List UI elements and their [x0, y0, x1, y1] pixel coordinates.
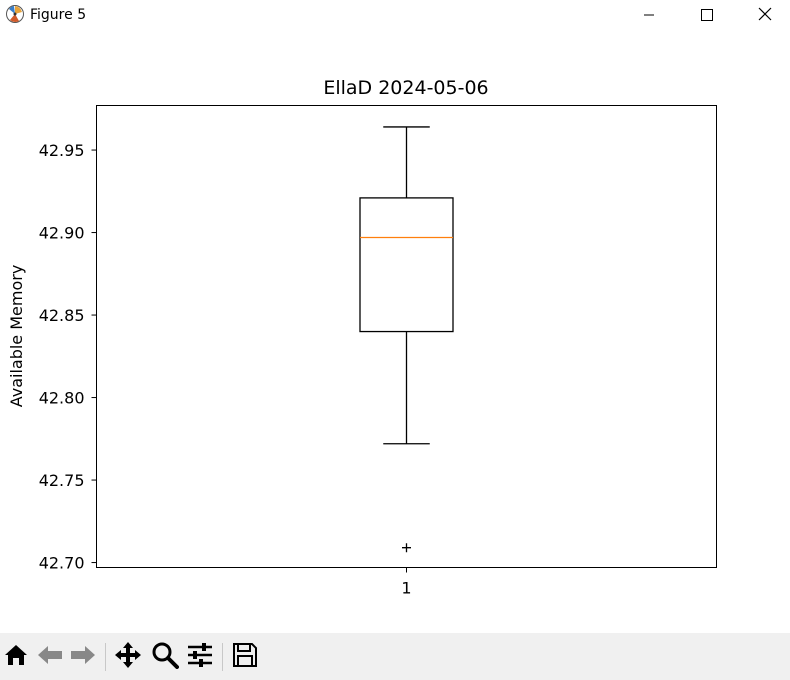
- plot-area-frame: [96, 105, 717, 568]
- home-button[interactable]: [0, 641, 32, 673]
- save-button[interactable]: [229, 641, 261, 673]
- figure-canvas[interactable]: EllaD 2024-05-06 Available Memory 42.70 4…: [0, 31, 790, 633]
- toolbar-separator: [105, 643, 106, 671]
- toolbar-separator: [222, 643, 223, 671]
- forward-icon: [69, 642, 97, 672]
- minimize-icon: [643, 6, 655, 25]
- y-tick-label: 42.80: [39, 389, 85, 408]
- home-icon: [3, 642, 29, 672]
- chart-svg: EllaD 2024-05-06 Available Memory 42.70 4…: [7, 77, 717, 598]
- configure-subplots-icon: [186, 641, 214, 673]
- y-tick-label: 42.75: [39, 471, 85, 490]
- zoom-button[interactable]: [149, 641, 181, 673]
- y-axis-label: Available Memory: [7, 265, 26, 408]
- maximize-icon: [701, 6, 713, 25]
- y-tick-label: 42.90: [39, 224, 85, 243]
- minimize-button[interactable]: [626, 0, 672, 30]
- y-tick-label: 42.95: [39, 141, 85, 160]
- y-tick-label: 42.70: [39, 554, 85, 573]
- matplotlib-icon: [5, 4, 25, 24]
- window-title: Figure 5: [30, 7, 87, 23]
- close-button[interactable]: [742, 0, 788, 30]
- pan-icon: [114, 641, 142, 673]
- zoom-icon: [151, 641, 179, 673]
- x-tick-label: 1: [401, 579, 411, 598]
- y-tick-label: 42.85: [39, 306, 85, 325]
- box-iqr: [359, 197, 454, 333]
- navigation-toolbar: [0, 633, 790, 680]
- configure-subplots-button[interactable]: [184, 641, 216, 673]
- outlier-point: [402, 543, 411, 553]
- back-button[interactable]: [34, 641, 66, 673]
- close-icon: [758, 6, 772, 25]
- pan-button[interactable]: [112, 641, 144, 673]
- save-icon: [232, 642, 258, 672]
- forward-button[interactable]: [67, 641, 99, 673]
- back-icon: [36, 642, 64, 672]
- maximize-button[interactable]: [684, 0, 730, 30]
- chart-title: EllaD 2024-05-06: [323, 77, 488, 99]
- window-titlebar: Figure 5: [0, 0, 790, 31]
